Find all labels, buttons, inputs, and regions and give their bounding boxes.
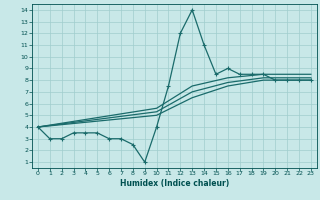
X-axis label: Humidex (Indice chaleur): Humidex (Indice chaleur) (120, 179, 229, 188)
